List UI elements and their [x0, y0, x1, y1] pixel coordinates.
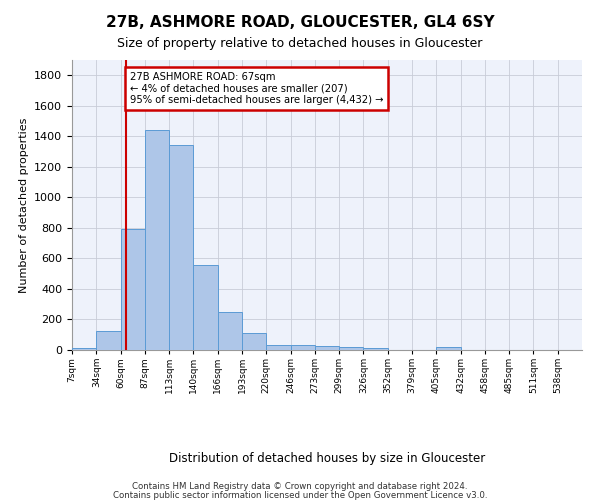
Bar: [72, 348, 96, 350]
Text: Contains public sector information licensed under the Open Government Licence v3: Contains public sector information licen…: [113, 490, 487, 500]
Bar: [290, 346, 315, 350]
Bar: [315, 346, 339, 350]
Text: Size of property relative to detached houses in Gloucester: Size of property relative to detached ho…: [118, 38, 482, 51]
Bar: [364, 348, 388, 350]
Text: 27B ASHMORE ROAD: 67sqm
← 4% of detached houses are smaller (207)
95% of semi-de: 27B ASHMORE ROAD: 67sqm ← 4% of detached…: [130, 72, 383, 106]
Y-axis label: Number of detached properties: Number of detached properties: [19, 118, 29, 292]
Text: Contains HM Land Registry data © Crown copyright and database right 2024.: Contains HM Land Registry data © Crown c…: [132, 482, 468, 491]
Bar: [96, 331, 121, 350]
X-axis label: Distribution of detached houses by size in Gloucester: Distribution of detached houses by size …: [169, 452, 485, 464]
Bar: [121, 230, 145, 350]
Bar: [145, 130, 169, 350]
Bar: [242, 333, 266, 350]
Bar: [436, 347, 461, 350]
Text: 27B, ASHMORE ROAD, GLOUCESTER, GL4 6SY: 27B, ASHMORE ROAD, GLOUCESTER, GL4 6SY: [106, 15, 494, 30]
Bar: [339, 347, 364, 350]
Bar: [266, 344, 290, 350]
Bar: [169, 144, 193, 350]
Bar: [193, 266, 218, 350]
Bar: [218, 312, 242, 350]
